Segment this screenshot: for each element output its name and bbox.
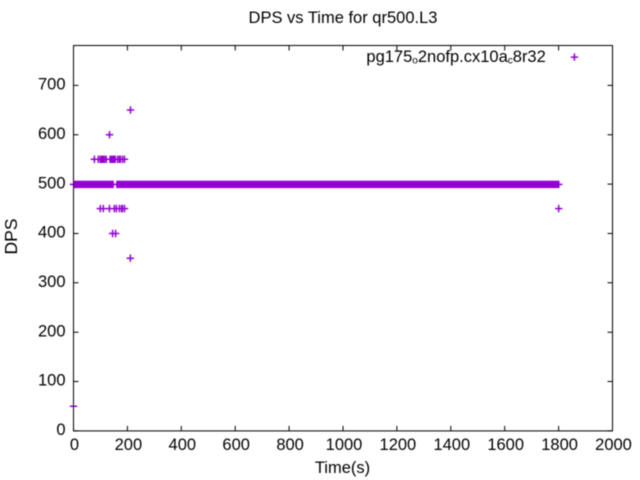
svg-text:0: 0: [70, 436, 79, 454]
svg-text:400: 400: [169, 436, 197, 454]
svg-text:0: 0: [56, 421, 65, 439]
svg-text:300: 300: [38, 273, 66, 291]
svg-text:DPS vs Time for qr500.L3: DPS vs Time for qr500.L3: [249, 9, 438, 27]
svg-text:1200: 1200: [380, 436, 417, 454]
svg-text:1800: 1800: [541, 436, 578, 454]
svg-text:DPS: DPS: [1, 219, 21, 255]
svg-text:Time(s): Time(s): [315, 459, 370, 477]
svg-text:200: 200: [115, 436, 143, 454]
svg-text:2000: 2000: [595, 436, 632, 454]
svg-text:1000: 1000: [326, 436, 363, 454]
svg-text:600: 600: [222, 436, 250, 454]
svg-text:1400: 1400: [433, 436, 470, 454]
svg-text:600: 600: [38, 125, 66, 143]
svg-text:500: 500: [38, 174, 66, 192]
svg-text:800: 800: [276, 436, 304, 454]
svg-text:1600: 1600: [487, 436, 524, 454]
svg-text:700: 700: [38, 76, 66, 94]
svg-text:200: 200: [38, 322, 66, 340]
svg-text:100: 100: [38, 372, 66, 390]
svg-text:pg175o2nofp.cx10ac8r32: pg175o2nofp.cx10ac8r32: [366, 48, 545, 67]
svg-text:400: 400: [38, 224, 66, 242]
